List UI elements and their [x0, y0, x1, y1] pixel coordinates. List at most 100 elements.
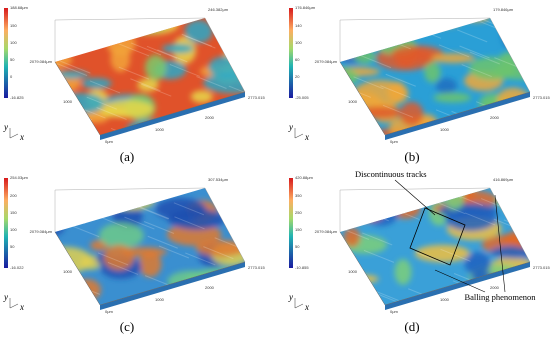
colorbar-tick: 200 [10, 193, 17, 198]
triad-x [294, 133, 304, 139]
blob [195, 239, 245, 257]
ridge [89, 80, 121, 94]
colorbar-tick: 100 [10, 227, 17, 232]
y-tick: 1000 [63, 269, 73, 274]
blob [340, 188, 370, 196]
blob [166, 223, 222, 246]
ridge [440, 248, 471, 262]
axis-line [384, 261, 531, 306]
blob [55, 188, 104, 213]
ridge [228, 85, 245, 99]
blobs [55, 188, 245, 305]
ridge [434, 201, 466, 215]
colorbar-tick: 350 [295, 193, 302, 198]
axis-line [384, 91, 531, 136]
x-tick: 2000 [205, 115, 215, 120]
blob [106, 31, 136, 56]
blob [97, 197, 120, 212]
ridge [60, 60, 91, 74]
surface-side [100, 92, 245, 140]
ridge [174, 216, 205, 230]
blob [237, 206, 245, 230]
panel-label: (c) [120, 319, 134, 334]
ridge [56, 288, 87, 302]
blob [464, 251, 491, 276]
blob [72, 278, 102, 302]
blob [340, 19, 369, 46]
pointer [434, 269, 486, 293]
ridge [513, 214, 530, 228]
blob [340, 37, 366, 57]
ridge [528, 215, 530, 229]
z-label: 179.846μm [493, 7, 514, 12]
triad-x-label: x [19, 302, 24, 312]
blob [61, 18, 105, 20]
colorbar-tick: 250 [295, 210, 302, 215]
colorbar-tick: 150 [10, 23, 17, 28]
colorbar-max: 254.03μm [10, 175, 29, 180]
ridge [118, 43, 150, 57]
ridge [173, 202, 205, 216]
ridge [66, 34, 98, 48]
blob [108, 18, 168, 34]
ridge [503, 26, 530, 40]
blob [508, 188, 530, 212]
ridge [130, 42, 162, 56]
colorbar [289, 8, 293, 98]
ridge [141, 83, 172, 97]
ridge [55, 211, 86, 225]
blob [499, 108, 530, 122]
colorbar-tick: 60 [295, 57, 300, 62]
ridge [361, 18, 392, 30]
blob [424, 18, 462, 28]
surface-side [100, 262, 245, 310]
blob [433, 92, 472, 103]
ridge [484, 123, 515, 135]
colorbar [4, 178, 8, 268]
colorbar-min: -16.022 [10, 265, 24, 270]
ridge [360, 55, 392, 69]
triad-y-label: y [3, 122, 8, 132]
z-label: 307.534μm [208, 177, 229, 182]
triad-x-label: x [304, 132, 309, 142]
ridge [431, 188, 462, 199]
blob [56, 191, 109, 213]
blob [123, 18, 179, 35]
ridge [115, 18, 147, 31]
axis-frame [54, 187, 246, 263]
blob [167, 209, 225, 230]
blob [435, 77, 458, 94]
blob [172, 293, 193, 305]
z-label: 416.869μm [493, 177, 514, 182]
colorbar [4, 8, 8, 98]
ridge [68, 224, 100, 238]
colorbar-tick: 150 [295, 227, 302, 232]
blob [98, 222, 144, 249]
colorbar-tick: 50 [10, 57, 15, 62]
colorbar-tick: 50 [10, 244, 15, 249]
blob [340, 203, 361, 222]
blob [428, 299, 446, 305]
ridge [185, 35, 216, 49]
y-label: 2079.084μm [315, 59, 338, 64]
ridge [118, 66, 150, 80]
blob [235, 188, 245, 197]
colorbar [289, 178, 293, 268]
axis-line [99, 261, 246, 306]
surface-texture [340, 18, 530, 135]
annotation-discontinuous: Discontinuous tracks [355, 169, 427, 179]
annotation-balling: Balling phenomenon [464, 292, 536, 302]
panel: 420.88μm 350 250 150 50 -10.855 416.869μm 2079.… [288, 175, 550, 334]
axis-frame [339, 187, 531, 263]
y-label: 2079.084μm [30, 59, 53, 64]
blob [203, 72, 245, 94]
ridge [239, 279, 245, 292]
ridge [86, 96, 117, 110]
blob [399, 101, 424, 126]
blob [145, 18, 177, 26]
ridge [385, 73, 416, 87]
triad-x-label: x [19, 132, 24, 142]
ridge [353, 76, 384, 90]
panel: 188.68μm 150 100 50 0 -16.825 246.382μm 2079.08… [3, 5, 265, 164]
blob [84, 114, 108, 124]
